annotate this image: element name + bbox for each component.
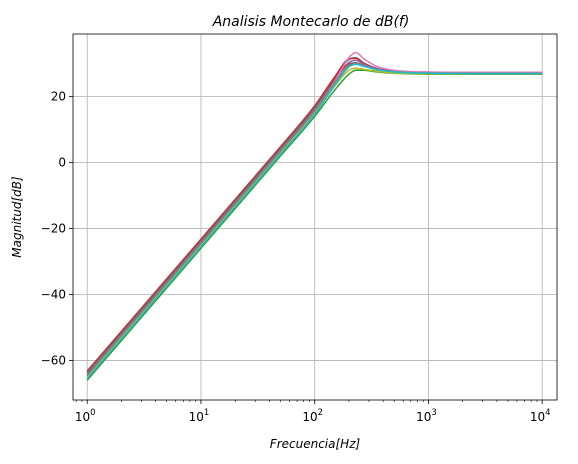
x-tick-label: 100 (75, 408, 96, 424)
y-axis-label: Magnitud[dB] (10, 176, 24, 258)
y-tick-label: −40 (41, 287, 66, 301)
x-tick-label: 101 (189, 408, 210, 424)
x-tick-label: 104 (530, 408, 551, 424)
plot-layer (86, 51, 543, 381)
grid-layer (73, 34, 557, 400)
chart-title: Analisis Montecarlo de dB(f) (212, 14, 410, 30)
tick-layer: 100 101 102 103 104 −60 −40 −20 0 20 (41, 90, 551, 424)
y-tick-label: −60 (41, 353, 66, 367)
y-tick-label: 0 (58, 156, 66, 170)
series-line-10 (86, 63, 543, 380)
y-tick-label: 20 (51, 90, 66, 104)
x-tick-label: 103 (416, 408, 437, 424)
x-tick-label: 102 (302, 408, 323, 424)
x-axis-label: Frecuencia[Hz] (270, 437, 361, 451)
y-tick-label: −20 (41, 222, 66, 236)
